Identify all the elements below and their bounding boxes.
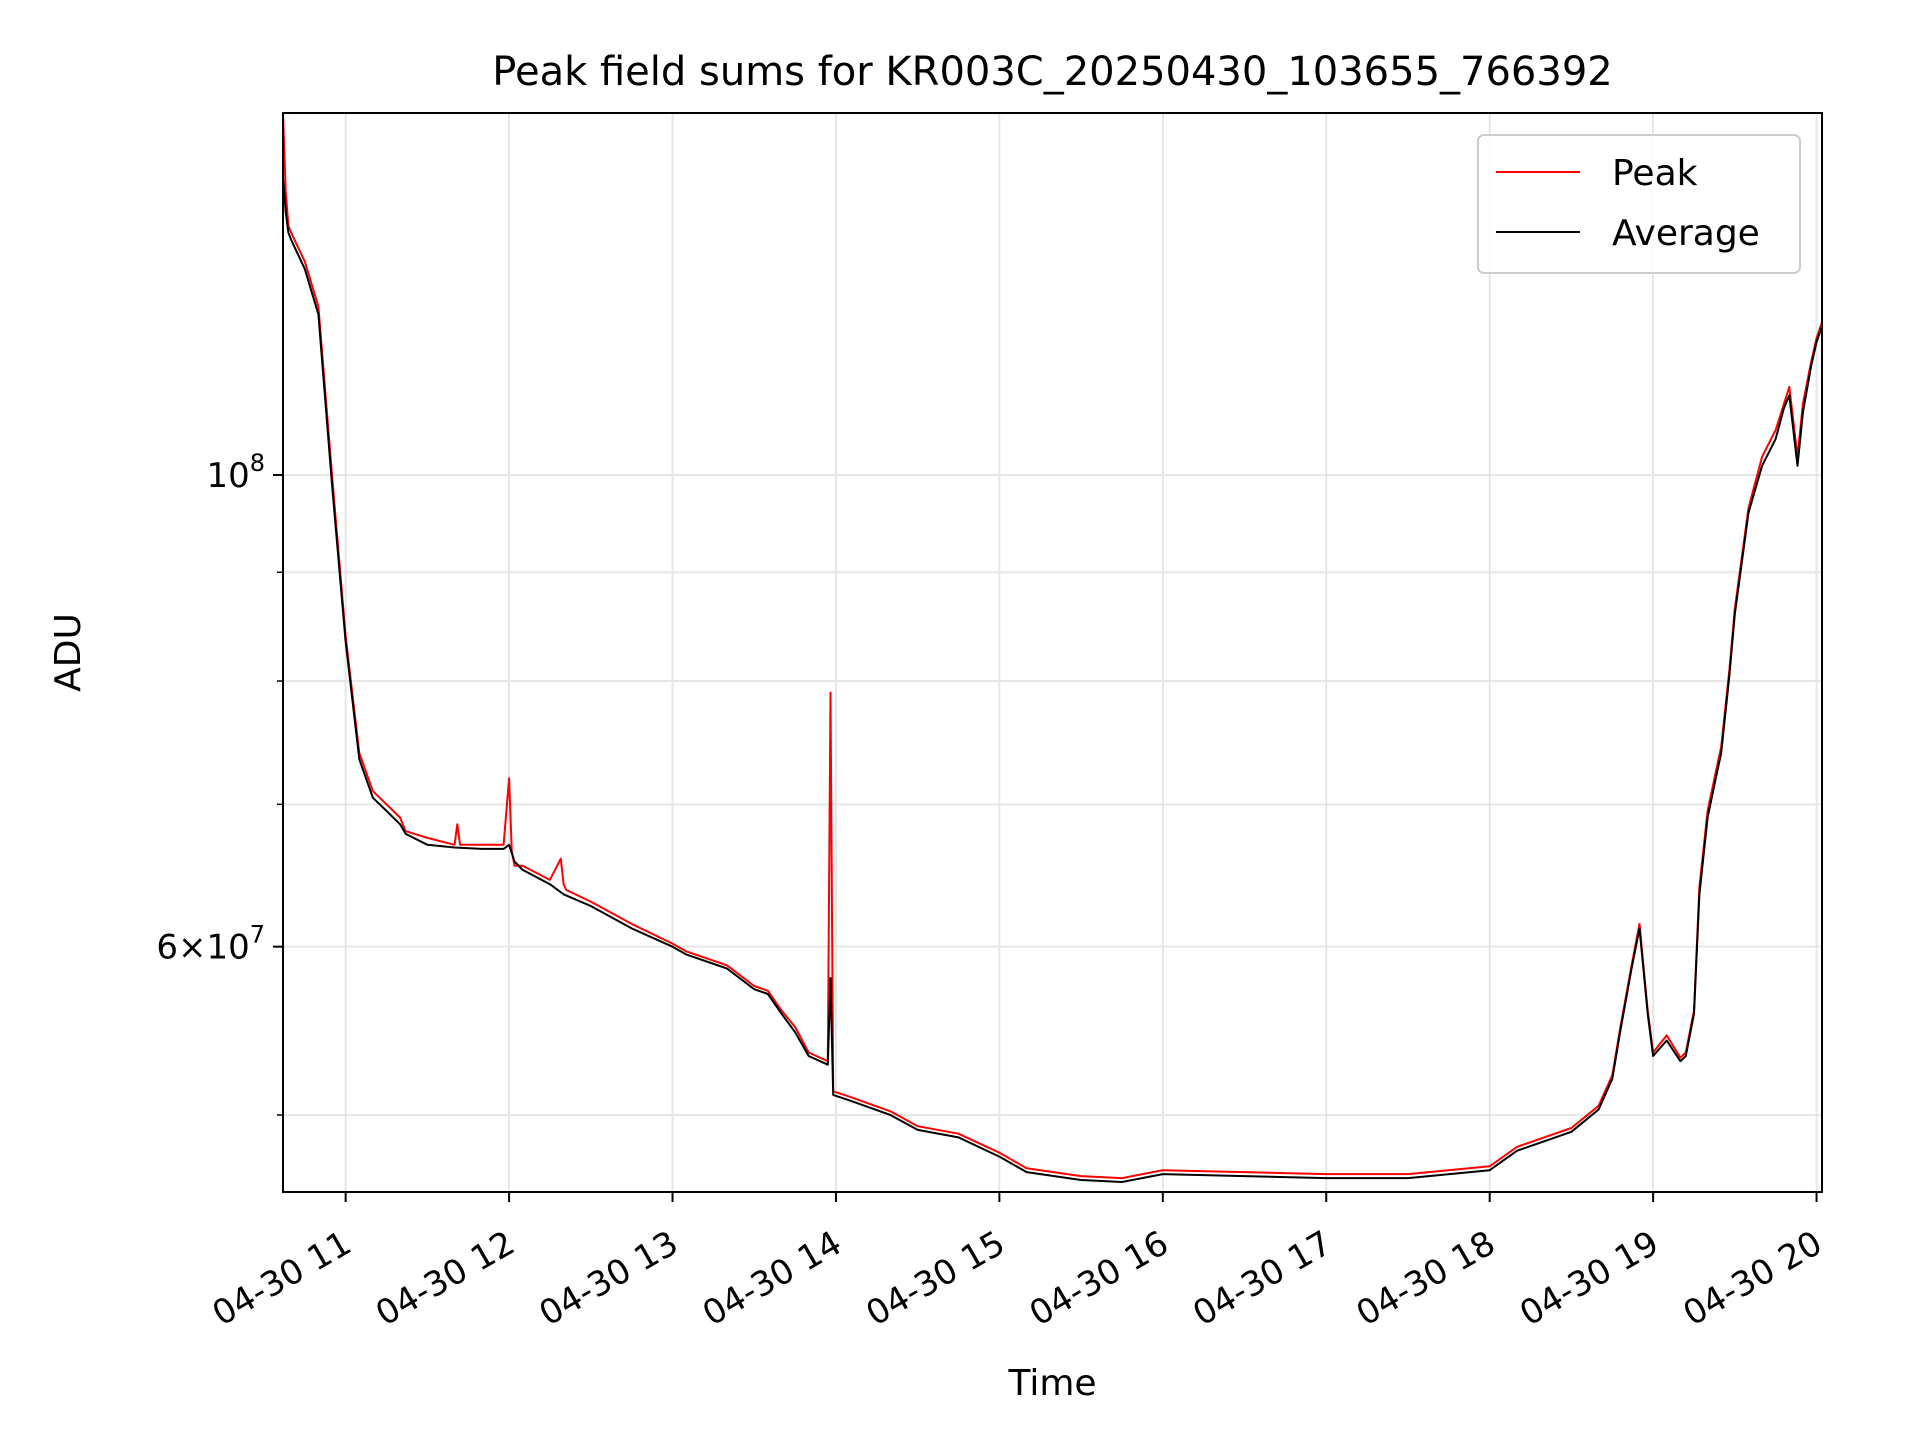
- x-tick-label: 04-30 16: [1023, 1223, 1175, 1334]
- y-axis-label: ADU: [48, 613, 89, 692]
- legend: Peak Average: [1477, 134, 1801, 274]
- series-line-average: [283, 177, 1822, 1183]
- legend-box: [1477, 134, 1801, 274]
- x-tick-label: 04-30 12: [369, 1223, 521, 1334]
- legend-label-average: Average: [1612, 213, 1760, 254]
- x-tick-label: 04-30 20: [1677, 1223, 1829, 1334]
- series-line-peak: [283, 113, 1822, 1180]
- x-axis: 04-30 11 04-30 12 04-30 13 04-30 14 04-30 15…: [206, 1192, 1829, 1334]
- x-tick-label: 04-30 18: [1350, 1223, 1502, 1334]
- x-tick-label: 04-30 19: [1513, 1223, 1665, 1334]
- x-tick-label: 04-30 11: [206, 1223, 358, 1334]
- x-tick-label: 04-30 17: [1186, 1223, 1338, 1334]
- plot-frame: [282, 112, 1823, 1193]
- x-tick-label: 04-30 15: [859, 1223, 1011, 1334]
- x-tick-label: 04-30 14: [696, 1223, 848, 1334]
- y-axis: 108 6×107: [156, 449, 283, 1116]
- legend-label-peak: Peak: [1612, 153, 1698, 194]
- y-tick-label: 108: [206, 449, 265, 496]
- x-tick-label: 04-30 13: [533, 1223, 685, 1334]
- chart-title: Peak field sums for KR003C_20250430_1036…: [492, 49, 1612, 95]
- series-lines: [283, 113, 1822, 1183]
- y-tick-label: 6×107: [156, 921, 265, 968]
- x-axis-label: Time: [1007, 1363, 1096, 1404]
- grid: [283, 113, 1822, 1192]
